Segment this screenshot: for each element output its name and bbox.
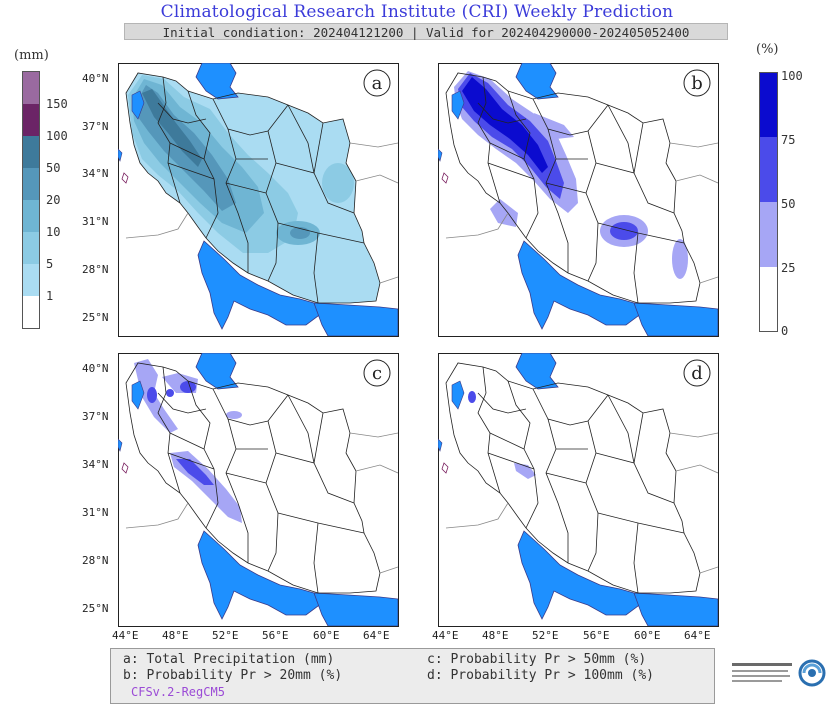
lat-tick: 40°N — [82, 72, 109, 85]
lat-tick: 28°N — [82, 263, 109, 276]
precip-tick-5: 5 — [46, 257, 54, 271]
lat-tick: 31°N — [82, 506, 109, 519]
precip-tick-100: 100 — [46, 129, 68, 143]
map-d-svg: d — [438, 353, 719, 627]
precip-bin-50-100 — [23, 136, 39, 168]
lon-tick: 64°E — [684, 629, 711, 642]
precip-bin-0-1 — [23, 296, 39, 328]
lon-tick: 56°E — [262, 629, 289, 642]
prob-colorbar-box — [759, 72, 778, 332]
institute-logo — [732, 659, 826, 687]
lat-tick: 31°N — [82, 215, 109, 228]
precip-bin-1-5 — [23, 264, 39, 296]
map-panel-b: b — [438, 63, 719, 337]
panel-label-a: a — [372, 73, 383, 94]
prob-bin-0-25 — [760, 267, 777, 331]
lon-tick: 64°E — [363, 629, 390, 642]
map-b-svg: b — [438, 63, 719, 337]
precip-tick-20: 20 — [46, 193, 61, 207]
prob-tick-75: 75 — [781, 133, 796, 147]
lon-tick: 48°E — [482, 629, 509, 642]
lon-tick: 60°E — [634, 629, 661, 642]
precip-tick-50: 50 — [46, 161, 61, 175]
precip-tick-1: 1 — [46, 289, 54, 303]
lat-tick: 37°N — [82, 120, 109, 133]
prob-tick-100: 100 — [781, 69, 803, 83]
precip-bin-10-20 — [23, 200, 39, 232]
precip-bin-100-150 — [23, 104, 39, 136]
precip-tick-10: 10 — [46, 225, 61, 239]
prob-tick-0: 0 — [781, 324, 789, 338]
legend-box: a: Total Precipitation (mm) b: Probabili… — [110, 648, 715, 704]
lon-tick: 44°E — [112, 629, 139, 642]
precip-colorbar-box — [22, 71, 40, 329]
legend-d: d: Probability Pr > 100mm (%) — [427, 668, 654, 683]
precip-unit: (mm) — [14, 48, 49, 63]
precip-bin-150plus — [23, 72, 39, 104]
legend-a: a: Total Precipitation (mm) — [123, 652, 335, 667]
model-name: CFSv.2-RegCM5 — [131, 685, 225, 699]
prob-bin-25-50 — [760, 202, 777, 267]
panel-label-d: d — [691, 363, 703, 384]
map-panel-d: d — [438, 353, 719, 627]
panel-label-b: b — [691, 73, 703, 94]
lat-tick: 34°N — [82, 458, 109, 471]
lat-tick: 25°N — [82, 602, 109, 615]
lat-tick: 25°N — [82, 311, 109, 324]
figure-subtitle: Initial condiation: 202404121200 | Valid… — [124, 23, 728, 40]
precip-tick-150: 150 — [46, 97, 68, 111]
precip-bin-5-10 — [23, 232, 39, 264]
prob-tick-25: 25 — [781, 261, 796, 275]
map-panel-a: a — [118, 63, 399, 337]
lon-tick: 44°E — [432, 629, 459, 642]
legend-c: c: Probability Pr > 50mm (%) — [427, 652, 647, 667]
prob-tick-50: 50 — [781, 197, 796, 211]
lat-tick: 34°N — [82, 167, 109, 180]
lon-tick: 48°E — [162, 629, 189, 642]
map-panel-c: c — [118, 353, 399, 627]
figure-title: Climatological Research Institute (CRI) … — [160, 2, 674, 22]
panel-label-c: c — [372, 363, 382, 384]
prob-unit: (%) — [756, 42, 779, 57]
lon-tick: 56°E — [583, 629, 610, 642]
prob-bin-50-75 — [760, 137, 777, 202]
map-a-svg: a — [118, 63, 399, 337]
legend-b: b: Probability Pr > 20mm (%) — [123, 668, 343, 683]
lat-tick: 28°N — [82, 554, 109, 567]
lat-tick: 40°N — [82, 362, 109, 375]
lon-tick: 52°E — [532, 629, 559, 642]
precip-bin-20-50 — [23, 168, 39, 200]
prob-bin-75-100 — [760, 73, 777, 137]
lon-tick: 52°E — [212, 629, 239, 642]
map-c-svg: c — [118, 353, 399, 627]
lon-tick: 60°E — [313, 629, 340, 642]
lat-tick: 37°N — [82, 410, 109, 423]
